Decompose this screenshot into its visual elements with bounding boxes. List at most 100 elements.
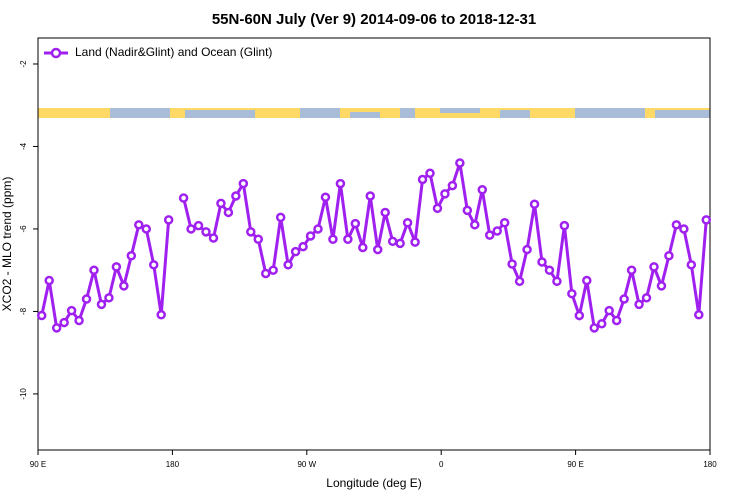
x-tick-label: 180 [166,460,180,469]
point [425,168,435,179]
point [156,309,166,320]
point [365,191,376,201]
point [320,192,331,202]
point [193,220,204,231]
x-tick-label: 90 E [567,460,583,469]
point [701,215,712,225]
point [208,233,219,243]
point [387,236,398,247]
x-axis-label: Longitude (deg E) [326,476,421,490]
point [372,244,383,255]
point [223,207,234,218]
point [268,265,278,275]
point [679,224,689,234]
point [634,299,644,310]
point [119,281,129,291]
point [275,212,286,223]
point [253,234,264,245]
point [537,257,547,267]
chart-title: 55N-60N July (Ver 9) 2014-09-06 to 2018-… [212,11,536,28]
point [447,180,458,191]
point [290,246,301,257]
point [328,234,338,245]
point [641,293,652,303]
point [81,294,92,304]
point [74,315,84,326]
x-tick-label: 90 E [30,460,46,469]
point [51,323,62,333]
point [163,215,174,225]
point [231,191,241,201]
point [66,305,77,316]
point [96,299,107,310]
plot-frame [37,37,711,451]
point [499,218,510,228]
point [36,310,47,321]
point [649,262,659,272]
point [313,224,323,234]
point [178,193,189,203]
point [402,218,413,228]
point [410,237,420,247]
point [582,275,592,286]
point [380,207,390,218]
point [462,205,473,216]
point [626,265,637,275]
point [358,242,368,253]
point [477,185,488,195]
map-band [38,108,710,118]
point [470,220,480,230]
point [656,281,667,291]
point [544,265,555,275]
point [596,319,607,329]
point [574,310,585,321]
point [522,244,532,255]
point [432,203,443,214]
point [686,260,697,270]
point [604,305,614,316]
point [455,158,465,168]
point [111,262,122,272]
legend-label: Land (Nadir&Glint) and Ocean (Glint) [75,45,272,59]
point [619,294,629,304]
point [350,218,361,229]
point [440,189,450,199]
point [134,220,144,230]
x-tick-label: 180 [703,460,717,469]
point [44,275,54,286]
point [59,317,69,328]
series-line [182,162,708,331]
y-axis-label: XCO2 - MLO trend (ppm) [0,177,14,312]
y-tick-label: -2 [19,60,28,68]
point [201,227,211,237]
point [104,293,114,303]
point [305,231,316,241]
y-tick-label: -4 [19,142,28,150]
point [664,251,674,261]
point [559,220,570,231]
point [484,230,495,240]
point [611,315,622,326]
legend-marker [50,47,62,59]
point [260,268,271,279]
series-line [40,219,171,331]
point [343,234,353,245]
x-tick-label: 90 W [297,460,316,469]
point [148,260,159,270]
point [238,178,249,189]
point [283,260,293,270]
point [141,224,152,234]
point [417,174,428,185]
point [335,178,346,189]
y-tick-label: -6 [19,225,28,233]
point [567,288,577,299]
point [529,199,540,209]
point [126,251,137,261]
point [694,309,704,320]
x-tick-label: 0 [439,460,444,469]
point [671,220,682,230]
point [246,227,256,237]
point [589,323,600,333]
point [552,276,562,287]
